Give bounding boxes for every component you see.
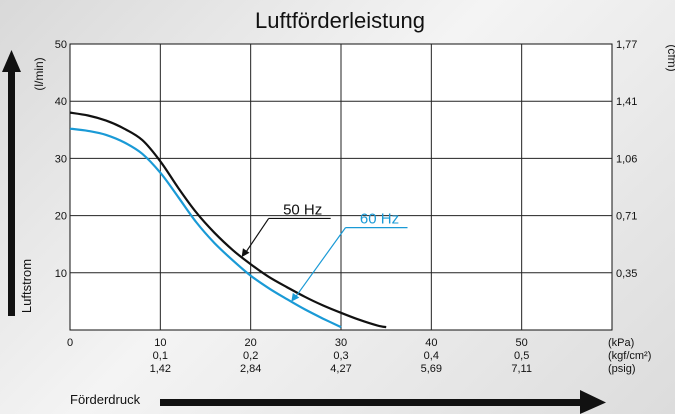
y-tick-label-left: 50 (55, 39, 67, 51)
x-tick-label-kpa: 0 (67, 337, 73, 349)
series-label-arrow-1 (291, 292, 300, 302)
x-tick-label-kgf: 0,3 (333, 350, 348, 362)
series-labels: 50 Hz 60 Hz (241, 201, 408, 302)
y-tick-label-right: 0,71 (616, 211, 637, 223)
x-tick-label-psig: 1,42 (150, 363, 171, 375)
x-tick-label-kpa: 10 (154, 337, 166, 349)
y-tick-label-right: 1,77 (616, 39, 637, 51)
y-axis-unit-left: (l/min) (32, 57, 46, 90)
x-tick-label-kpa: 20 (245, 337, 257, 349)
x-tick-label-kgf: 0,4 (424, 350, 439, 362)
series-label-1: 60 Hz (360, 211, 399, 228)
y-axis-label: Luftstrom (19, 259, 34, 313)
chart-title: Luftförderleistung (255, 8, 425, 33)
series-label-arrow-0 (241, 248, 250, 258)
x-tick-label-kpa: 40 (425, 337, 437, 349)
x-tick-label-psig: 2,84 (240, 363, 261, 375)
series-label-leader-0 (244, 218, 270, 255)
grid-lines (70, 44, 612, 330)
x-axis-label: Förderdruck (70, 392, 141, 407)
x-unit-label: (psig) (608, 363, 636, 375)
y-axis-unit-right: (cfm) (665, 44, 675, 71)
x-tick-label-psig: 4,27 (330, 363, 351, 375)
x-tick-label-kgf: 0,1 (153, 350, 168, 362)
y-tick-label-left: 10 (55, 268, 67, 280)
x-tick-label-kpa: 30 (335, 337, 347, 349)
y-tick-label-left: 40 (55, 96, 67, 108)
curves (69, 111, 387, 329)
x-unit-label: (kPa) (608, 337, 634, 349)
y-tick-label-right: 1,41 (616, 96, 637, 108)
x-tick-label-kgf: 0,5 (514, 350, 529, 362)
y-axis-arrow (2, 50, 21, 316)
x-tick-label-kgf: 0,2 (243, 350, 258, 362)
series-label-0: 50 Hz (283, 201, 322, 218)
series-line-0 (69, 111, 387, 329)
x-tick-label-psig: 5,69 (421, 363, 442, 375)
x-unit-label: (kgf/cm²) (608, 350, 651, 362)
y-tick-label-right: 0,35 (616, 268, 637, 280)
x-tick-label-psig: 7,11 (511, 363, 532, 375)
y-tick-label-left: 20 (55, 211, 67, 223)
x-tick-label-kpa: 50 (516, 337, 528, 349)
series-line-1 (69, 127, 342, 329)
y-tick-label-right: 1,06 (616, 153, 637, 165)
x-axis-arrow (160, 390, 606, 414)
series-label-leader-1 (293, 227, 347, 300)
y-tick-label-left: 30 (55, 153, 67, 165)
